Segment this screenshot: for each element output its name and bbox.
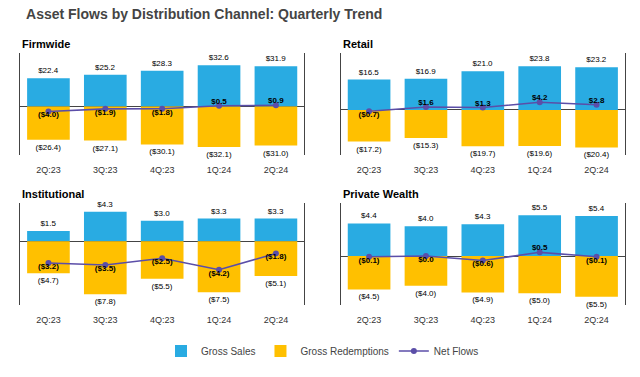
- svg-text:($19.7): ($19.7): [470, 149, 496, 158]
- svg-text:($5.0): ($5.0): [529, 296, 550, 305]
- svg-text:Net Flows: Net Flows: [434, 346, 478, 357]
- svg-text:2Q:24: 2Q:24: [584, 315, 609, 325]
- svg-text:2Q:23: 2Q:23: [36, 165, 61, 175]
- svg-text:$0.0: $0.0: [418, 255, 434, 264]
- svg-text:2Q:23: 2Q:23: [357, 165, 382, 175]
- svg-text:3Q:23: 3Q:23: [414, 165, 439, 175]
- svg-text:$5.4: $5.4: [589, 204, 605, 213]
- svg-text:$4.3: $4.3: [475, 212, 491, 221]
- svg-text:($15.3): ($15.3): [413, 141, 439, 150]
- svg-text:($0.6): ($0.6): [472, 259, 493, 268]
- svg-text:($32.1): ($32.1): [206, 150, 232, 159]
- svg-text:1Q:24: 1Q:24: [527, 315, 552, 325]
- svg-text:$4.4: $4.4: [361, 211, 377, 220]
- svg-text:$25.2: $25.2: [95, 63, 116, 72]
- svg-text:$3.0: $3.0: [154, 209, 170, 218]
- svg-text:4Q:23: 4Q:23: [150, 315, 175, 325]
- svg-text:2Q:23: 2Q:23: [357, 315, 382, 325]
- svg-text:$2.8: $2.8: [589, 96, 605, 105]
- svg-text:($3.2): ($3.2): [38, 262, 59, 271]
- svg-text:$16.5: $16.5: [359, 68, 380, 77]
- svg-text:$22.4: $22.4: [38, 66, 59, 75]
- svg-text:2Q:24: 2Q:24: [584, 165, 609, 175]
- svg-text:$5.5: $5.5: [532, 203, 548, 212]
- svg-text:$4.3: $4.3: [97, 200, 113, 209]
- svg-text:($31.0): ($31.0): [263, 149, 289, 158]
- svg-text:2Q:24: 2Q:24: [264, 165, 289, 175]
- svg-text:($7.5): ($7.5): [208, 295, 229, 304]
- svg-text:3Q:23: 3Q:23: [93, 315, 118, 325]
- svg-text:($1.8): ($1.8): [265, 252, 286, 261]
- svg-text:$4.0: $4.0: [418, 214, 434, 223]
- svg-text:3Q:23: 3Q:23: [414, 315, 439, 325]
- svg-text:4Q:23: 4Q:23: [471, 315, 496, 325]
- svg-text:Firmwide: Firmwide: [22, 38, 70, 50]
- svg-text:$21.0: $21.0: [473, 59, 494, 68]
- svg-text:2Q:24: 2Q:24: [264, 315, 289, 325]
- svg-text:Retail: Retail: [343, 38, 373, 50]
- svg-text:($7.8): ($7.8): [95, 297, 116, 306]
- svg-text:($4.7): ($4.7): [38, 276, 59, 285]
- svg-text:Institutional: Institutional: [22, 188, 84, 200]
- svg-text:Gross Sales: Gross Sales: [201, 346, 255, 357]
- svg-text:($0.7): ($0.7): [359, 110, 380, 119]
- svg-text:($4.5): ($4.5): [358, 292, 379, 301]
- svg-text:$3.3: $3.3: [268, 207, 284, 216]
- svg-text:($1.9): ($1.9): [95, 108, 116, 117]
- svg-text:($3.5): ($3.5): [95, 264, 116, 273]
- svg-text:($0.1): ($0.1): [359, 256, 380, 265]
- svg-text:($4.0): ($4.0): [415, 289, 436, 298]
- svg-text:($4.2): ($4.2): [209, 269, 230, 278]
- svg-text:1Q:24: 1Q:24: [527, 165, 552, 175]
- svg-text:Asset Flows by Distribution Ch: Asset Flows by Distribution Channel: Qua…: [26, 6, 382, 22]
- svg-text:($27.1): ($27.1): [92, 144, 118, 153]
- svg-text:($0.1): ($0.1): [586, 256, 607, 265]
- svg-text:$1.6: $1.6: [418, 98, 434, 107]
- svg-text:$31.9: $31.9: [266, 54, 287, 63]
- svg-text:1Q:24: 1Q:24: [207, 165, 232, 175]
- svg-text:($4.0): ($4.0): [38, 110, 59, 119]
- svg-text:($17.2): ($17.2): [356, 145, 382, 154]
- svg-text:$16.9: $16.9: [416, 67, 437, 76]
- svg-text:$0.9: $0.9: [268, 96, 284, 105]
- svg-text:($26.4): ($26.4): [36, 143, 62, 152]
- svg-text:$0.5: $0.5: [211, 97, 227, 106]
- svg-text:($5.5): ($5.5): [152, 282, 173, 291]
- svg-text:4Q:23: 4Q:23: [150, 165, 175, 175]
- svg-text:4Q:23: 4Q:23: [471, 165, 496, 175]
- svg-text:($2.5): ($2.5): [152, 257, 173, 266]
- svg-text:$23.2: $23.2: [586, 55, 607, 64]
- svg-text:$3.3: $3.3: [211, 207, 227, 216]
- svg-text:$4.2: $4.2: [532, 93, 548, 102]
- svg-text:($19.6): ($19.6): [527, 149, 553, 158]
- svg-text:3Q:23: 3Q:23: [93, 165, 118, 175]
- svg-text:($30.1): ($30.1): [149, 147, 175, 156]
- svg-text:($1.8): ($1.8): [152, 108, 173, 117]
- svg-text:($4.9): ($4.9): [472, 295, 493, 304]
- svg-text:1Q:24: 1Q:24: [207, 315, 232, 325]
- svg-text:($20.4): ($20.4): [584, 150, 610, 159]
- svg-text:$1.3: $1.3: [475, 99, 491, 108]
- svg-text:$28.3: $28.3: [152, 59, 173, 68]
- svg-text:$23.8: $23.8: [529, 54, 550, 63]
- svg-text:($5.1): ($5.1): [265, 279, 286, 288]
- svg-text:$1.5: $1.5: [40, 219, 56, 228]
- svg-text:$0.5: $0.5: [532, 243, 548, 252]
- svg-text:Private Wealth: Private Wealth: [343, 188, 419, 200]
- svg-text:Gross Redemptions: Gross Redemptions: [300, 346, 388, 357]
- svg-text:$32.6: $32.6: [209, 53, 230, 62]
- svg-text:2Q:23: 2Q:23: [36, 315, 61, 325]
- svg-text:($5.5): ($5.5): [586, 300, 607, 309]
